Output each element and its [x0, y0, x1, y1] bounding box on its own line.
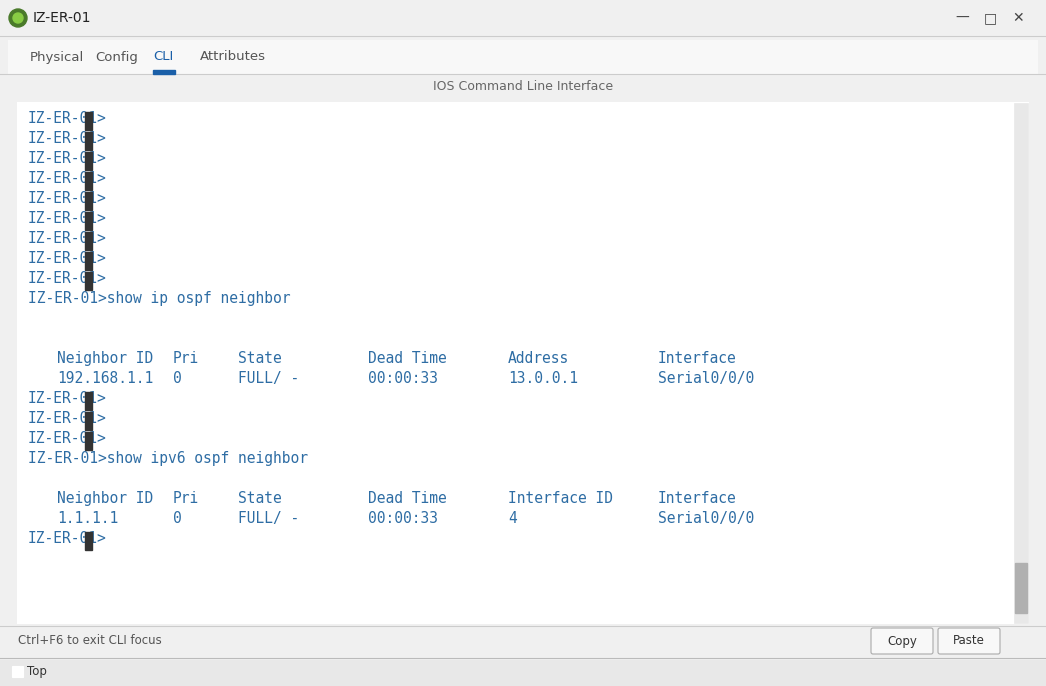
FancyBboxPatch shape: [938, 628, 1000, 654]
Text: IZ-ER-01>: IZ-ER-01>: [28, 251, 107, 266]
Text: Interface ID: Interface ID: [508, 491, 613, 506]
Bar: [85, 112, 92, 130]
Text: 192.168.1.1: 192.168.1.1: [56, 371, 154, 386]
Text: Paste: Paste: [953, 635, 985, 648]
Text: IZ-ER-01>: IZ-ER-01>: [28, 211, 107, 226]
Text: 4: 4: [508, 511, 517, 526]
Bar: [12, 666, 23, 677]
Text: IZ-ER-01>: IZ-ER-01>: [28, 151, 107, 166]
Bar: [8, 40, 1038, 74]
Text: Serial0/0/0: Serial0/0/0: [658, 371, 754, 386]
Text: Dead Time: Dead Time: [368, 491, 447, 506]
Bar: [1014, 103, 1028, 623]
Bar: [18, 103, 1028, 623]
Bar: [85, 132, 92, 150]
Text: IZ-ER-01>: IZ-ER-01>: [28, 271, 107, 286]
Bar: [85, 532, 92, 550]
Text: FULL/ -: FULL/ -: [238, 371, 299, 386]
Bar: [0, 74, 1046, 100]
Bar: [85, 172, 92, 190]
Text: IZ-ER-01>: IZ-ER-01>: [28, 531, 107, 546]
Bar: [85, 432, 92, 450]
Bar: [85, 392, 92, 410]
Text: Interface: Interface: [658, 491, 736, 506]
Text: Physical: Physical: [30, 51, 85, 64]
Text: 13.0.0.1: 13.0.0.1: [508, 371, 578, 386]
Text: Dead Time: Dead Time: [368, 351, 447, 366]
Bar: [0, 626, 1046, 660]
Text: Copy: Copy: [887, 635, 917, 648]
Text: 0: 0: [173, 371, 182, 386]
Text: IZ-ER-01>show ip ospf neighbor: IZ-ER-01>show ip ospf neighbor: [28, 291, 291, 306]
Text: IZ-ER-01>: IZ-ER-01>: [28, 171, 107, 186]
Text: IZ-ER-01>: IZ-ER-01>: [28, 411, 107, 426]
Text: 00:00:33: 00:00:33: [368, 371, 438, 386]
Text: IOS Command Line Interface: IOS Command Line Interface: [433, 80, 613, 93]
Bar: [153, 70, 175, 74]
Text: 0: 0: [173, 511, 182, 526]
Text: IZ-ER-01>: IZ-ER-01>: [28, 191, 107, 206]
Text: Config: Config: [95, 51, 138, 64]
Text: ✕: ✕: [1013, 11, 1024, 25]
Bar: [0, 36, 1046, 74]
Text: Pri: Pri: [173, 351, 199, 366]
Text: FULL/ -: FULL/ -: [238, 511, 299, 526]
Bar: [85, 192, 92, 210]
Text: Attributes: Attributes: [200, 51, 266, 64]
Bar: [85, 272, 92, 290]
Bar: [0, 658, 1046, 686]
Bar: [1015, 563, 1027, 613]
Circle shape: [13, 13, 23, 23]
Circle shape: [9, 9, 27, 27]
Bar: [85, 232, 92, 250]
Text: Neighbor ID: Neighbor ID: [56, 491, 154, 506]
Text: Neighbor ID: Neighbor ID: [56, 351, 154, 366]
Text: □: □: [983, 11, 997, 25]
Text: IZ-ER-01>: IZ-ER-01>: [28, 231, 107, 246]
Text: Pri: Pri: [173, 491, 199, 506]
Text: CLI: CLI: [153, 51, 174, 64]
Text: Ctrl+F6 to exit CLI focus: Ctrl+F6 to exit CLI focus: [18, 635, 162, 648]
Bar: [85, 212, 92, 230]
Text: IZ-ER-01: IZ-ER-01: [33, 11, 91, 25]
Text: IZ-ER-01>: IZ-ER-01>: [28, 431, 107, 446]
Text: IZ-ER-01>: IZ-ER-01>: [28, 391, 107, 406]
Bar: [85, 412, 92, 430]
Text: IZ-ER-01>: IZ-ER-01>: [28, 111, 107, 126]
Text: IZ-ER-01>: IZ-ER-01>: [28, 131, 107, 146]
Text: State: State: [238, 351, 281, 366]
Text: State: State: [238, 491, 281, 506]
Text: Serial0/0/0: Serial0/0/0: [658, 511, 754, 526]
Text: Interface: Interface: [658, 351, 736, 366]
Text: 00:00:33: 00:00:33: [368, 511, 438, 526]
Text: Address: Address: [508, 351, 569, 366]
Text: IZ-ER-01>show ipv6 ospf neighbor: IZ-ER-01>show ipv6 ospf neighbor: [28, 451, 308, 466]
Text: —: —: [955, 11, 969, 25]
Bar: [85, 252, 92, 270]
Text: Top: Top: [27, 665, 47, 678]
Text: 1.1.1.1: 1.1.1.1: [56, 511, 118, 526]
Bar: [85, 152, 92, 170]
Bar: [0, 0, 1046, 36]
FancyBboxPatch shape: [871, 628, 933, 654]
